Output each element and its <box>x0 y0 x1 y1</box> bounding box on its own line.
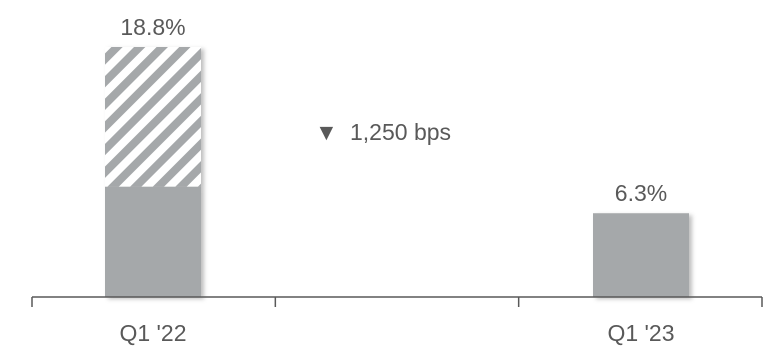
change-annotation: ▼ 1,250 bps <box>315 119 451 145</box>
x-tick-label: Q1 '23 <box>607 320 674 346</box>
bar-solid-segment <box>105 186 201 297</box>
value-labels-layer: 18.8% 6.3% <box>120 14 667 206</box>
bar-hatched-segment <box>105 47 201 187</box>
x-tick-label: Q1 '22 <box>119 320 186 346</box>
bar-value-label: 6.3% <box>615 180 667 206</box>
bar-solid-segment <box>593 213 689 297</box>
down-triangle-icon: ▼ <box>315 119 338 145</box>
bar-value-label: 18.8% <box>120 14 185 40</box>
bars-layer <box>105 47 689 297</box>
bar-group <box>593 213 689 297</box>
x-axis-tick-labels: Q1 '22 Q1 '23 <box>119 320 674 346</box>
bar-group <box>105 47 201 297</box>
change-annotation-text: 1,250 bps <box>350 119 451 145</box>
x-axis-ticks <box>31 297 763 307</box>
